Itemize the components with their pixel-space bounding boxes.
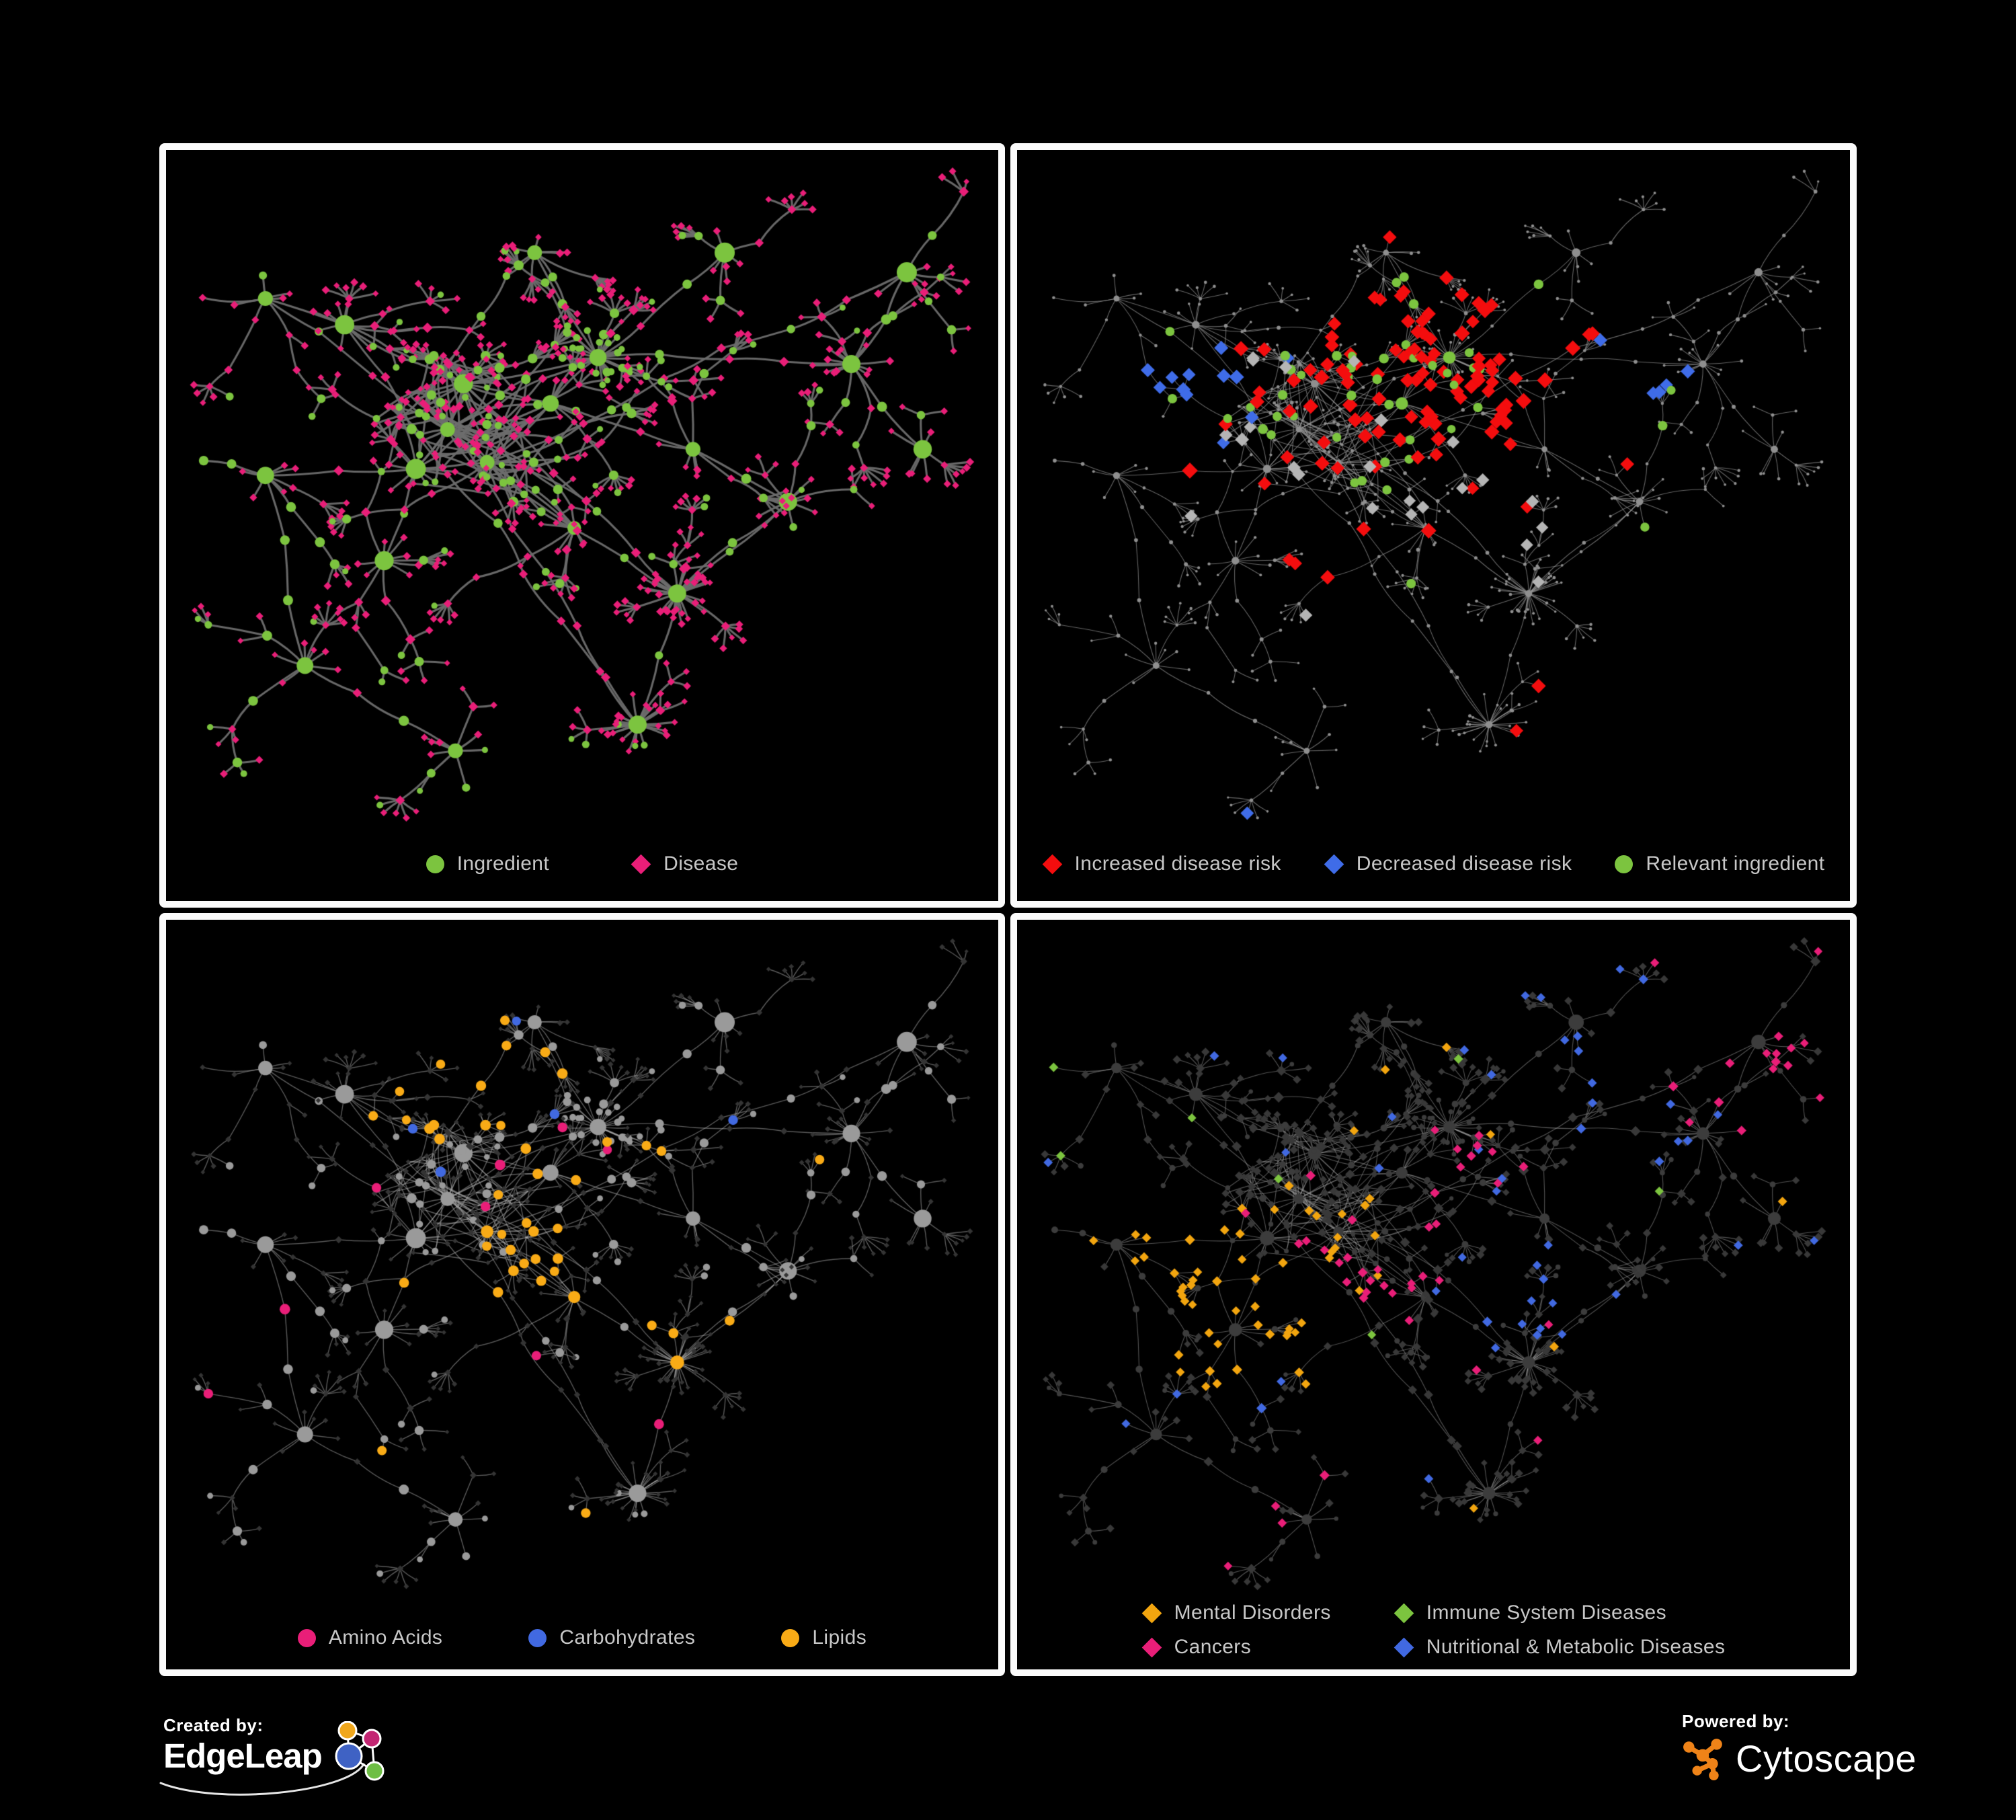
disease-class-legend: Mental Disorders Immune System Diseases …: [1024, 1601, 1843, 1659]
edgeleap-wordmark: EdgeLeap: [163, 1737, 323, 1775]
panel-ingredient-disease: Ingredient Disease: [159, 143, 1005, 908]
edgeleap-logo: EdgeLeap: [159, 1721, 391, 1796]
legend-label: Decreased disease risk: [1356, 853, 1572, 875]
legend-item-decreased-risk: Decreased disease risk: [1324, 853, 1572, 875]
decreased-risk-swatch-icon: [1324, 854, 1344, 874]
legend-label: Lipids: [812, 1626, 867, 1649]
legend-label: Immune System Diseases: [1426, 1601, 1666, 1624]
legend-label: Mental Disorders: [1174, 1601, 1331, 1624]
legend-label: Disease: [663, 853, 739, 875]
legend-label: Cancers: [1174, 1636, 1252, 1658]
lipids-swatch-icon: [781, 1628, 800, 1647]
legend-item-increased-risk: Increased disease risk: [1042, 853, 1281, 875]
ingredient-disease-network-canvas: [166, 150, 998, 901]
panel-disease-classes: Mental Disorders Immune System Diseases …: [1010, 913, 1857, 1676]
cytoscape-credit: Powered by:: [1682, 1711, 1917, 1780]
legend-label: Nutritional & Metabolic Diseases: [1426, 1636, 1726, 1658]
nutritional-metabolic-swatch-icon: [1394, 1637, 1414, 1657]
legend-item-ingredient: Ingredient: [426, 853, 549, 875]
legend-item-cancers: Cancers: [1141, 1636, 1331, 1659]
immune-diseases-swatch-icon: [1394, 1603, 1414, 1623]
panel-macronutrients: Amino Acids Carbohydrates Lipids: [159, 913, 1005, 1676]
cytoscape-logo: Cytoscape: [1682, 1736, 1917, 1780]
legend-label: Ingredient: [456, 853, 550, 875]
legend-item-mental-disorders: Mental Disorders: [1141, 1601, 1331, 1624]
disease-class-network-canvas: [1017, 920, 1850, 1669]
macronutrient-legend: Amino Acids Carbohydrates Lipids: [173, 1626, 992, 1649]
disease-swatch-icon: [631, 854, 651, 874]
legend-label: Amino Acids: [328, 1626, 443, 1649]
disease-risk-legend: Increased disease risk Decreased disease…: [1024, 853, 1843, 875]
edgeleap-credit: Created by: EdgeLeap: [159, 1715, 391, 1796]
ingredient-swatch-icon: [426, 855, 444, 873]
ingredient-disease-legend: Ingredient Disease: [173, 853, 992, 875]
legend-label: Relevant ingredient: [1646, 853, 1825, 875]
legend-item-immune-diseases: Immune System Diseases: [1394, 1601, 1726, 1624]
macronutrient-network-canvas: [166, 920, 998, 1669]
edgeleap-network-icon: [335, 1721, 385, 1781]
legend-item-relevant-ingredient: Relevant ingredient: [1615, 853, 1824, 875]
powered-by-label: Powered by:: [1682, 1711, 1790, 1731]
relevant-ingredient-swatch-icon: [1615, 855, 1634, 873]
mental-disorders-swatch-icon: [1141, 1603, 1162, 1623]
disease-risk-network-canvas: [1017, 150, 1850, 901]
cancers-swatch-icon: [1141, 1637, 1162, 1657]
legend-label: Carbohydrates: [559, 1626, 696, 1649]
footer: Created by: EdgeLeap: [0, 1676, 2016, 1820]
legend-item-lipids: Lipids: [781, 1626, 866, 1649]
legend-item-disease: Disease: [631, 853, 738, 875]
legend-item-carbohydrates: Carbohydrates: [528, 1626, 695, 1649]
amino-acids-swatch-icon: [297, 1628, 316, 1647]
legend-item-amino-acids: Amino Acids: [297, 1626, 443, 1649]
legend-label: Increased disease risk: [1074, 853, 1281, 875]
carbohydrates-swatch-icon: [528, 1628, 547, 1647]
cytoscape-network-icon: [1683, 1739, 1722, 1780]
created-by-label: Created by:: [163, 1715, 264, 1735]
network-grid: Ingredient Disease Increased disease ris…: [159, 143, 1857, 1676]
increased-risk-swatch-icon: [1042, 854, 1062, 874]
panel-disease-risk: Increased disease risk Decreased disease…: [1010, 143, 1857, 908]
cytoscape-wordmark: Cytoscape: [1736, 1737, 1917, 1780]
legend-item-nutritional-metabolic: Nutritional & Metabolic Diseases: [1394, 1636, 1726, 1659]
